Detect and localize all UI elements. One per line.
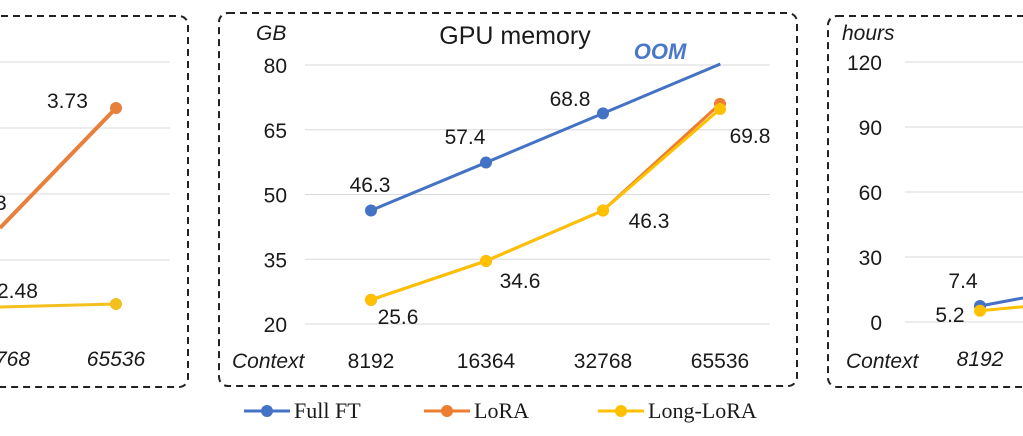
legend-item-full-ft: Full FT <box>244 398 361 423</box>
left-panel-frame <box>0 15 189 388</box>
gpu-memory-panel-frame <box>218 12 798 387</box>
p1-data-label-lora-cropped: 3 <box>0 192 7 215</box>
gpu-memory-panel: GPU memory GB Context OOM 20 35 50 65 80 819… <box>232 22 770 373</box>
data-label-full-ft: 46.3 <box>350 174 391 197</box>
data-point-long-lora <box>714 103 726 116</box>
y-axis-unit-label: hours <box>842 22 895 45</box>
legend-marker-lora <box>441 405 453 417</box>
right-panel-frame <box>827 15 1023 388</box>
data-label-full-ft: 57.4 <box>445 126 486 149</box>
p1-x-tick-label: 768 <box>0 348 30 371</box>
y-tick-label: 30 <box>859 247 882 270</box>
training-hours-panel: hours Context 8192 0 30 60 90 120 7.4 5.2 <box>842 22 1023 373</box>
data-label-long-lora: 25.6 <box>378 306 419 329</box>
series-line-long-lora <box>370 107 721 302</box>
left-panel: 3.73 3 2.48 768 65536 <box>0 61 170 371</box>
data-label-long-lora: 46.3 <box>629 210 670 233</box>
legend-label-long-lora: Long-LoRA <box>648 398 757 423</box>
p3-data-label-long-lora: 5.2 <box>935 304 964 327</box>
x-tick-label: 8192 <box>957 348 1004 371</box>
y-tick-label: 65 <box>264 120 287 143</box>
data-point-long-lora <box>110 298 122 310</box>
series-line-long-lora <box>0 302 117 309</box>
y-tick-label: 0 <box>870 312 882 335</box>
y-tick-label: 50 <box>264 185 287 208</box>
y-tick-label: 20 <box>264 314 287 337</box>
legend-label-lora: LoRA <box>474 398 529 423</box>
y-tick-label: 60 <box>859 182 882 205</box>
legend-marker-long-lora <box>615 405 627 417</box>
x-tick-label: 8192 <box>348 350 395 373</box>
data-point-full-ft <box>597 107 609 120</box>
legend: Full FT LoRA Long-LoRA <box>244 398 757 423</box>
series-line-lora <box>370 102 722 302</box>
x-axis-label: Context <box>846 350 920 373</box>
x-tick-label: 65536 <box>691 350 749 373</box>
series-line-full-ft <box>979 296 1023 308</box>
legend-label-full-ft: Full FT <box>294 398 361 423</box>
data-point-full-ft <box>365 204 377 217</box>
y-tick-label: 120 <box>847 52 882 75</box>
data-label-full-ft: 68.8 <box>550 88 591 111</box>
x-tick-label: 16364 <box>457 350 516 373</box>
series-line-long-lora <box>979 305 1023 313</box>
data-label-long-lora: 34.6 <box>500 270 541 293</box>
p1-x-tick-label: 65536 <box>87 348 146 371</box>
legend-item-long-lora: Long-LoRA <box>598 398 757 423</box>
y-tick-label: 90 <box>859 117 882 140</box>
y-axis-unit-label: GB <box>256 22 286 45</box>
y-tick-label: 80 <box>264 55 287 78</box>
p3-data-label-full-ft: 7.4 <box>948 270 978 293</box>
p1-data-label-long-lora: 2.48 <box>0 280 38 303</box>
data-point-long-lora <box>365 293 377 306</box>
series-line-lora <box>0 106 118 230</box>
x-axis-label: Context <box>232 350 306 373</box>
data-point-lora <box>110 102 122 114</box>
p1-data-label-lora: 3.73 <box>47 90 88 113</box>
legend-marker-full-ft <box>261 405 273 417</box>
data-point-long-lora <box>480 254 492 267</box>
legend-item-lora: LoRA <box>424 398 529 423</box>
series-line-full-ft <box>370 62 721 212</box>
x-tick-label: 32768 <box>574 350 632 373</box>
data-point-full-ft <box>480 156 492 169</box>
data-point-long-lora <box>974 304 986 317</box>
chart-title: GPU memory <box>439 22 591 50</box>
oom-annotation: OOM <box>634 39 687 64</box>
data-point-long-lora <box>597 204 609 217</box>
y-tick-label: 35 <box>264 249 287 272</box>
data-label-long-lora: 69.8 <box>730 125 771 148</box>
